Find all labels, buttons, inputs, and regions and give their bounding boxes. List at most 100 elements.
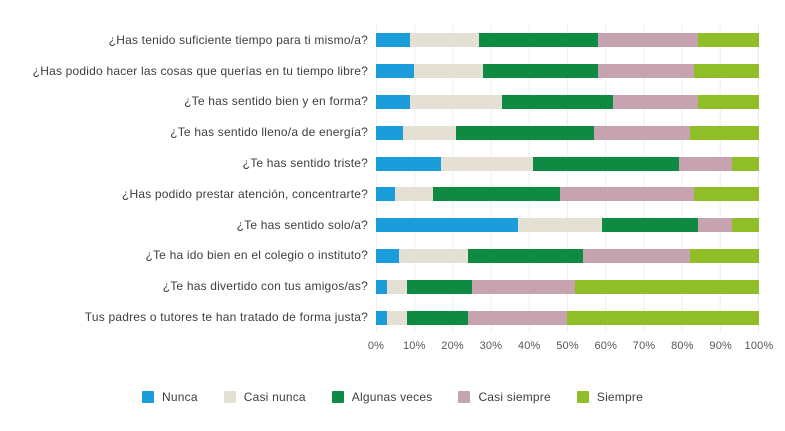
category-label: ¿Has podido prestar atención, concentrar… (121, 186, 368, 201)
bar-segment-casi-nunca (387, 279, 407, 294)
chart-row: ¿Te has sentido lleno/a de energía? (0, 117, 785, 148)
bar-segment-nunca (376, 156, 442, 171)
bar-segment-nunca (376, 310, 388, 325)
x-axis-tick: 20% (441, 339, 464, 352)
bar-segment-algunas-veces (533, 156, 679, 171)
legend-item-siempre: Siempre (576, 389, 643, 404)
bar-segment-casi-nunca (387, 310, 407, 325)
bar-segment-siempre (693, 187, 759, 202)
bar-segment-siempre (567, 310, 759, 325)
x-axis-tick: 50% (556, 339, 579, 352)
legend-label: Casi siempre (478, 389, 551, 404)
legend-item-casi-nunca: Casi nunca (223, 389, 306, 404)
bar-segment-casi-siempre (598, 64, 694, 79)
bar-segment-algunas-veces (433, 187, 560, 202)
bar-segment-casi-nunca (441, 156, 534, 171)
bar-segment-casi-nunca (395, 187, 434, 202)
category-label: Tus padres o tutores te han tratado de f… (84, 309, 368, 324)
legend-swatch-algunas-veces (331, 390, 344, 403)
bar-segment-algunas-veces (406, 310, 468, 325)
bar-segment-casi-siempre (697, 218, 733, 233)
bar-segment-algunas-veces (467, 248, 583, 263)
x-axis-tick: 60% (594, 339, 618, 352)
bar-segment-casi-nunca (414, 64, 484, 79)
legend-swatch-siempre (576, 390, 589, 403)
bar-segment-casi-siempre (582, 248, 691, 263)
bar-segment-nunca (376, 218, 518, 233)
legend-label: Casi nunca (243, 389, 306, 404)
bar-segment-casi-nunca (398, 248, 468, 263)
bar-segment-casi-siempre (598, 33, 698, 48)
legend-item-casi-siempre: Casi siempre (458, 389, 551, 404)
chart-row: ¿Te has sentido triste? (0, 148, 785, 179)
bar-segment-casi-siempre (471, 279, 576, 294)
bar-segment-algunas-veces (456, 125, 595, 140)
bar-track (376, 64, 759, 79)
bar-segment-algunas-veces (601, 218, 698, 233)
bar-segment-siempre (575, 279, 759, 294)
category-label: ¿Te ha ido bien en el colegio o institut… (145, 248, 368, 263)
x-axis-tick: 100% (744, 339, 774, 352)
legend-label: Siempre (596, 389, 643, 404)
chart-row: Tus padres o tutores te han tratado de f… (0, 302, 785, 333)
bar-track (376, 94, 759, 109)
bar-rows: ¿Has tenido suficiente tiempo para ti mi… (0, 25, 785, 333)
bar-segment-casi-siempre (613, 94, 698, 109)
bar-segment-nunca (376, 187, 396, 202)
x-axis-tick: 80% (671, 339, 694, 352)
category-label: ¿Te has sentido solo/a? (236, 217, 368, 232)
bar-track (376, 310, 759, 325)
bar-segment-nunca (376, 64, 415, 79)
category-label: ¿Has tenido suficiente tiempo para ti mi… (108, 32, 368, 47)
bar-track (376, 156, 759, 171)
bar-segment-casi-nunca (517, 218, 602, 233)
bar-segment-siempre (690, 125, 759, 140)
legend-swatch-casi-siempre (458, 390, 471, 403)
x-axis-tick: 30% (479, 339, 503, 352)
bar-segment-algunas-veces (502, 94, 614, 109)
legend: Nunca Casi nunca Algunas veces Casi siempre… (0, 390, 785, 404)
category-label: ¿Te has sentido triste? (242, 155, 368, 170)
bar-segment-algunas-veces (406, 279, 472, 294)
bar-track (376, 125, 759, 140)
bar-segment-siempre (693, 64, 759, 79)
bar-segment-casi-siempre (594, 125, 691, 140)
legend-swatch-casi-nunca (223, 390, 236, 403)
category-label: ¿Has podido hacer las cosas que querías … (32, 63, 368, 78)
bar-segment-algunas-veces (483, 64, 599, 79)
category-label: ¿Te has sentido bien y en forma? (184, 94, 368, 109)
bar-segment-siempre (697, 94, 759, 109)
category-label: ¿Te has sentido lleno/a de energía? (170, 125, 368, 140)
x-axis-tick: 40% (517, 339, 541, 352)
bar-segment-nunca (376, 33, 411, 48)
legend-label: Nunca (162, 389, 198, 404)
legend-item-algunas-veces: Algunas veces (331, 389, 433, 404)
bar-segment-casi-siempre (678, 156, 733, 171)
bar-track (376, 187, 759, 202)
bar-segment-siempre (690, 248, 759, 263)
bar-segment-nunca (376, 94, 411, 109)
legend-item-nunca: Nunca (142, 390, 198, 404)
bar-segment-casi-nunca (402, 125, 457, 140)
bar-track (376, 218, 759, 233)
bar-segment-siempre (697, 33, 759, 48)
chart-row: ¿Has tenido suficiente tiempo para ti mi… (0, 25, 785, 56)
bar-track (376, 279, 759, 294)
bar-segment-nunca (376, 279, 388, 294)
chart-area: ¿Has tenido suficiente tiempo para ti mi… (0, 25, 785, 404)
bar-track (376, 248, 759, 263)
bar-segment-nunca (376, 248, 399, 263)
bar-segment-siempre (732, 218, 759, 233)
category-label: ¿Te has divertido con tus amigos/as? (162, 279, 368, 294)
chart-row: ¿Te has divertido con tus amigos/as? (0, 271, 785, 302)
legend-label: Algunas veces (351, 389, 433, 404)
x-axis: 0% 10% 20% 30% 40% 50% 60% 70% 80% 90% 100% (368, 339, 773, 354)
bar-segment-nunca (376, 125, 403, 140)
x-axis-tick: 0% (367, 339, 385, 352)
legend-swatch-nunca (142, 390, 155, 403)
bar-segment-casi-siempre (559, 187, 694, 202)
x-axis-tick: 90% (709, 339, 732, 352)
chart-row: ¿Has podido hacer las cosas que querías … (0, 56, 785, 87)
x-axis-tick: 10% (402, 339, 426, 352)
